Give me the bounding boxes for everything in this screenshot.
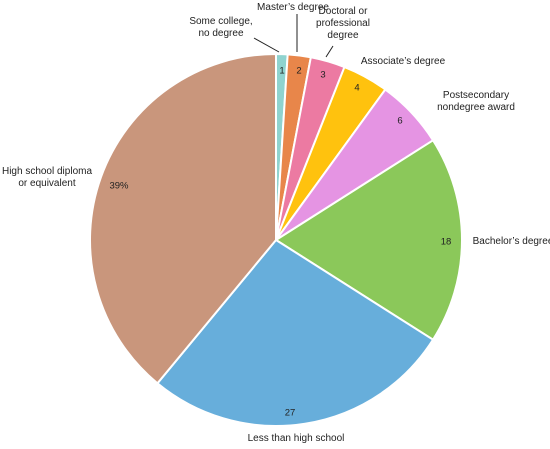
category-label-line: Master’s degree (257, 2, 329, 13)
category-label-4: Associate’s degree (361, 56, 446, 67)
category-label-line: Postsecondary (443, 90, 509, 101)
value-label-6: 18 (441, 237, 452, 248)
category-label-line: professional (316, 18, 370, 29)
leader-line-1 (253, 37, 280, 53)
pie-slice-7 (156, 238, 435, 427)
pie-slice-8 (89, 52, 277, 385)
category-label-7: Less than high school (248, 433, 345, 444)
pie-slice-6 (274, 138, 463, 342)
category-label-line: High school diploma (2, 166, 92, 177)
category-label-line: or equivalent (18, 178, 75, 189)
category-label-6: Bachelor’s degree (473, 236, 550, 247)
value-label-2: 2 (296, 66, 301, 77)
value-label-4: 4 (354, 83, 359, 94)
category-label-3: Doctoral or professional degree (316, 6, 370, 41)
category-label-line: Some college, (189, 16, 252, 27)
category-label-line: no degree (198, 28, 243, 39)
category-label-5: Postsecondary nondegree award (437, 90, 515, 113)
value-label-1: 1 (279, 66, 284, 77)
category-label-line: Associate’s degree (361, 56, 446, 67)
category-label-line: Bachelor’s degree (473, 236, 550, 247)
value-label-7: 27 (285, 408, 296, 419)
value-label-8: 39% (109, 181, 129, 192)
category-label-line: nondegree award (437, 102, 515, 113)
value-label-5: 6 (397, 116, 402, 127)
leader-line-3 (325, 45, 334, 58)
value-label-3: 3 (320, 70, 325, 81)
category-label-8: High school diploma or equivalent (2, 166, 92, 189)
category-label-line: Less than high school (248, 433, 345, 444)
category-label-1: Some college, no degree (189, 16, 252, 39)
category-label-line: Doctoral or (319, 6, 369, 17)
category-label-2: Master’s degree (257, 2, 329, 13)
category-label-line: degree (327, 30, 359, 41)
